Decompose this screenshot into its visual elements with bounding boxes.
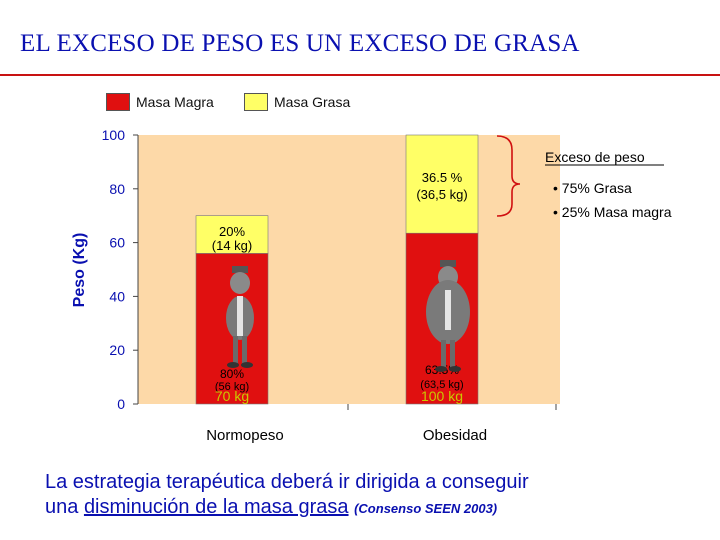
footer-text: La estrategia terapéutica deberá ir diri… <box>45 470 705 521</box>
bar-normopeso-masa-grasa <box>195 215 269 254</box>
legend-swatch-masa-grasa <box>244 93 268 111</box>
obese-man-icon-part <box>449 366 461 372</box>
annotation-title: Exceso de peso <box>545 149 645 165</box>
footer-line-1: La estrategia terapéutica deberá ir diri… <box>45 471 529 493</box>
legend-swatch-masa-magra <box>106 93 130 111</box>
category-label-normopeso: Normopeso <box>206 427 284 444</box>
category-label-obesidad: Obesidad <box>423 427 487 444</box>
data-label-normopeso-magra-kg: (56 kg) <box>215 381 249 393</box>
category-total-1: 100 kg <box>421 388 463 404</box>
obese-man-icon <box>426 260 470 372</box>
data-label-obesidad-magra-kg: (63,5 kg) <box>420 379 463 391</box>
slide-title: EL EXCESO DE PESO ES UN EXCESO DE GRASA <box>20 30 580 57</box>
y-tick-label-100: 100 <box>102 127 126 143</box>
y-tick-label-40: 40 <box>109 288 125 304</box>
obese-man-icon-part <box>435 366 447 372</box>
footer-line-2-prefix: una <box>45 496 84 518</box>
annotation-item-1: • 25% Masa magra <box>553 204 672 220</box>
y-axis-label: Peso (Kg) <box>71 233 88 308</box>
data-label-normopeso-magra-pct: 80% <box>220 367 244 381</box>
legend-label-masa-grasa: Masa Grasa <box>274 94 351 110</box>
normal-weight-man-icon-part <box>227 362 239 368</box>
obese-man-icon-part <box>450 340 455 368</box>
normal-weight-man-icon-part <box>237 296 243 336</box>
data-label-normopeso-grasa-pct: 20% <box>219 224 245 239</box>
normal-weight-man-icon-part <box>230 272 250 294</box>
brace-annotation <box>496 135 521 217</box>
chart: 0 20 40 60 80 100 Peso (Kg) 20%(14 kg) 36.5 % (36… <box>71 127 672 444</box>
y-tick-label-0: 0 <box>117 396 125 412</box>
normal-weight-man-icon <box>226 266 254 368</box>
obese-man-icon-part <box>441 340 446 368</box>
bar-obesidad-masa-grasa <box>405 134 479 234</box>
obese-man-icon-part <box>445 290 451 330</box>
normal-weight-man-icon-part <box>241 362 253 368</box>
footer-emphasis: disminución de la masa grasa <box>83 496 349 518</box>
data-label-obesidad-grasa-kg: (36,5 kg) <box>416 187 467 202</box>
footer-citation: (Consenso SEEN 2003) <box>354 501 498 516</box>
normal-weight-man-icon-part <box>242 336 247 364</box>
annotation-item-0: • 75% Grasa <box>553 180 632 196</box>
legend-label-masa-magra: Masa Magra <box>136 94 214 110</box>
normal-weight-man-icon-part <box>232 266 248 273</box>
data-label-normopeso-grasa-kg: (14 kg) <box>212 238 252 253</box>
title-divider <box>0 74 720 76</box>
obese-man-icon-part <box>440 260 456 267</box>
category-total-0: 70 kg <box>215 388 249 404</box>
data-label-obesidad-grasa-pct: 36.5 % <box>422 170 463 185</box>
footer-line-2: una disminución de la masa grasa (Consen… <box>45 495 705 521</box>
y-tick-label-80: 80 <box>109 181 125 197</box>
y-tick-label-20: 20 <box>109 342 125 358</box>
normal-weight-man-icon-part <box>233 336 238 364</box>
y-tick-label-60: 60 <box>109 235 125 251</box>
